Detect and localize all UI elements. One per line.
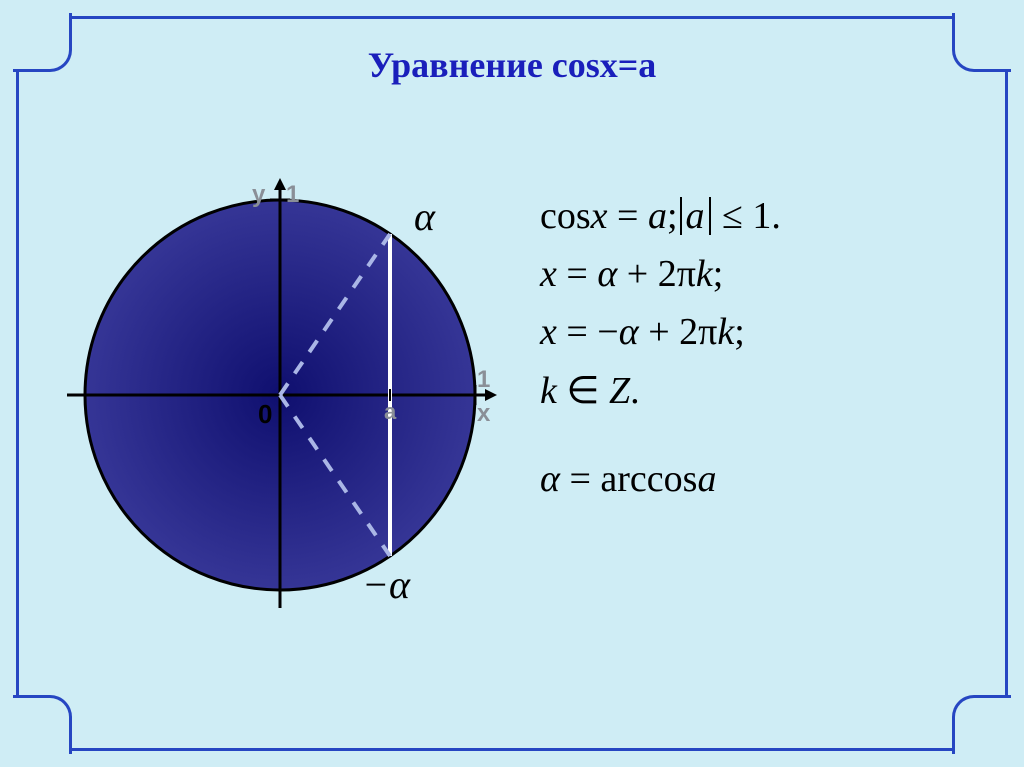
abs-value: a — [680, 197, 711, 235]
eq-text: cos — [540, 195, 591, 237]
svg-text:0: 0 — [258, 399, 272, 429]
eq-text: + 2π — [639, 311, 718, 353]
eq-text: + 2π — [617, 253, 696, 295]
equation-1: cosx = a;a ≤ 1. — [540, 194, 980, 238]
unit-circle-chart: y11x0aα−α — [60, 155, 500, 655]
eq-text: x — [591, 195, 608, 237]
svg-text:a: a — [384, 399, 397, 424]
eq-text: k — [717, 311, 734, 353]
eq-text: = — [608, 195, 648, 237]
eq-text: α — [597, 253, 617, 295]
eq-text: α — [540, 458, 560, 500]
svg-text:y: y — [252, 181, 266, 208]
eq-text: x — [540, 253, 557, 295]
page-title: Уравнение cosx=a — [0, 44, 1024, 86]
eq-text: ; — [667, 195, 678, 237]
eq-text: a — [697, 458, 716, 500]
svg-text:1: 1 — [477, 366, 490, 393]
svg-text:−α: −α — [362, 562, 411, 607]
eq-text: = − — [557, 311, 619, 353]
eq-text: = — [557, 253, 597, 295]
eq-text: Z — [609, 370, 630, 412]
equation-4: k ∈ Z. — [540, 368, 980, 413]
eq-text: ≤ 1. — [713, 195, 781, 237]
eq-text: k — [696, 253, 713, 295]
equations-block: cosx = a;a ≤ 1. x = α + 2πk; x = −α + 2π… — [540, 180, 980, 515]
corner-br — [952, 695, 1011, 754]
eq-text: a — [648, 195, 667, 237]
equation-3: x = −α + 2πk; — [540, 310, 980, 354]
eq-text: ; — [734, 311, 745, 353]
eq-text: . — [630, 370, 640, 412]
eq-text: k — [540, 370, 557, 412]
corner-bl — [13, 695, 72, 754]
equation-5: α = arccosa — [540, 457, 980, 501]
page: Уравнение cosx=a y11x0aα−α cosx = a;a ≤ … — [0, 0, 1024, 767]
equation-2: x = α + 2πk; — [540, 252, 980, 296]
eq-text: α — [619, 311, 639, 353]
eq-text: ∈ — [557, 370, 609, 412]
svg-text:1: 1 — [286, 181, 299, 208]
eq-text: ; — [713, 253, 724, 295]
svg-text:x: x — [477, 400, 491, 427]
eq-text: = arccos — [560, 458, 697, 500]
eq-text: x — [540, 311, 557, 353]
svg-text:α: α — [414, 194, 436, 239]
